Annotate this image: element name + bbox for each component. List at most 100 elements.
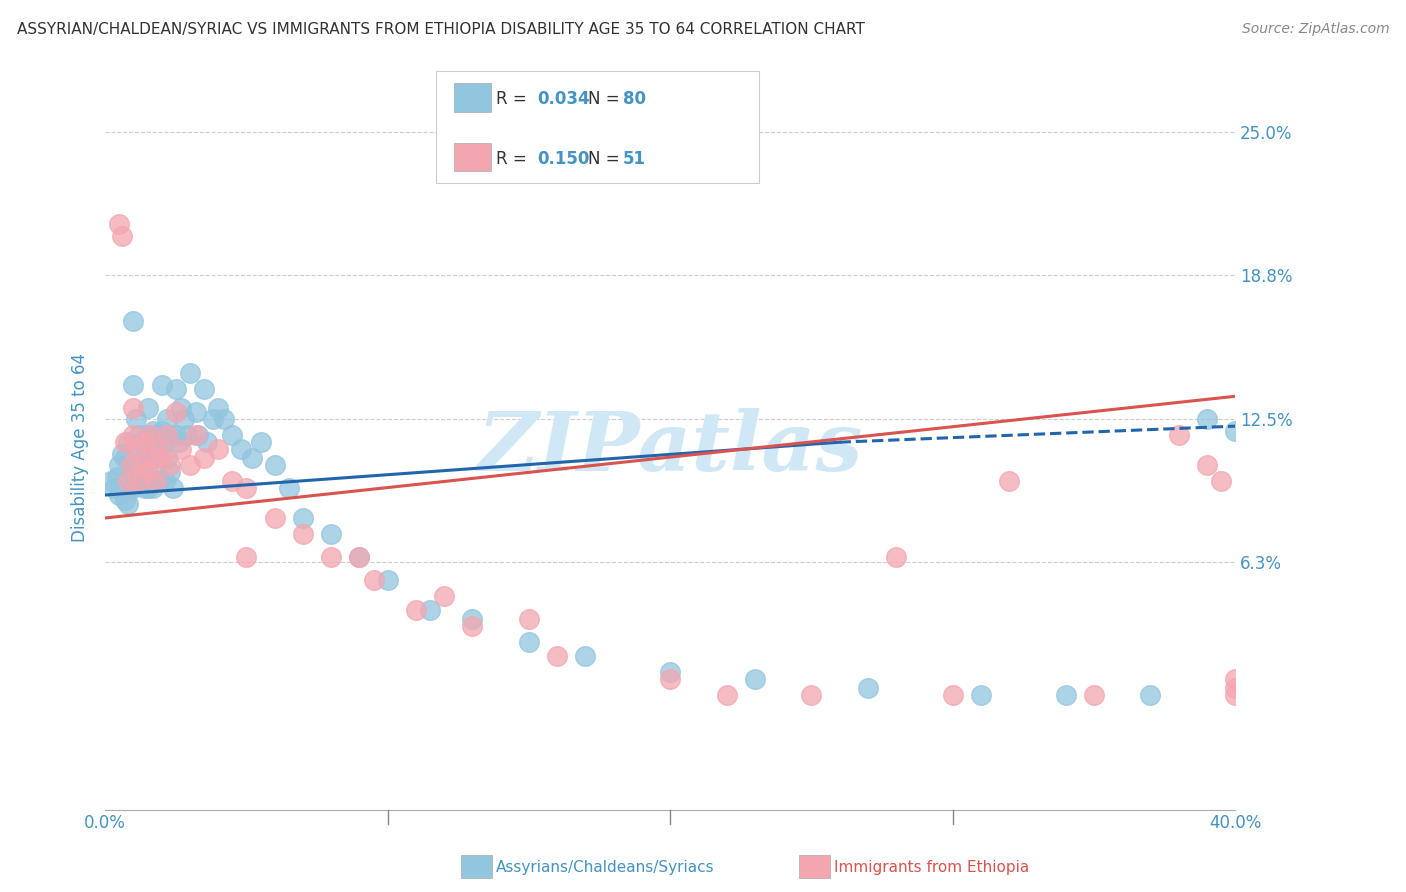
Point	[291, 527, 314, 541]
Text: R =: R =	[496, 150, 533, 168]
Point	[179, 367, 201, 381]
Point	[229, 442, 252, 456]
Point	[1195, 458, 1218, 472]
Point	[131, 435, 153, 450]
Point	[145, 475, 167, 489]
Point	[114, 492, 136, 507]
Text: ASSYRIAN/CHALDEAN/SYRIAC VS IMMIGRANTS FROM ETHIOPIA DISABILITY AGE 35 TO 64 COR: ASSYRIAN/CHALDEAN/SYRIAC VS IMMIGRANTS F…	[17, 22, 865, 37]
Point	[176, 428, 198, 442]
Point	[145, 428, 167, 442]
Point	[659, 665, 682, 679]
Point	[998, 475, 1021, 489]
Point	[419, 603, 441, 617]
Point	[167, 435, 190, 450]
Point	[235, 549, 257, 564]
Point	[170, 401, 193, 415]
Point	[277, 481, 299, 495]
Point	[1167, 428, 1189, 442]
Point	[148, 475, 170, 489]
Point	[240, 451, 263, 466]
Point	[150, 377, 173, 392]
Y-axis label: Disability Age 35 to 64: Disability Age 35 to 64	[72, 353, 89, 542]
Point	[120, 458, 142, 472]
Text: 51: 51	[623, 150, 645, 168]
Point	[122, 401, 145, 415]
Point	[111, 447, 134, 461]
Point	[405, 603, 427, 617]
Point	[517, 612, 540, 626]
Point	[193, 451, 215, 466]
Point	[156, 412, 179, 426]
Point	[461, 619, 484, 633]
Text: Assyrians/Chaldeans/Syriacs: Assyrians/Chaldeans/Syriacs	[496, 860, 714, 874]
Point	[108, 458, 131, 472]
Point	[128, 428, 150, 442]
Point	[1223, 672, 1246, 686]
Point	[145, 458, 167, 472]
Point	[517, 635, 540, 649]
Point	[574, 648, 596, 663]
Point	[942, 688, 965, 702]
Point	[195, 435, 218, 450]
Point	[159, 458, 181, 472]
Point	[139, 435, 162, 450]
Point	[201, 412, 224, 426]
Point	[136, 401, 159, 415]
Point	[114, 451, 136, 466]
Point	[131, 451, 153, 466]
Point	[433, 589, 456, 603]
Point	[142, 424, 165, 438]
Text: N =: N =	[588, 150, 624, 168]
Point	[159, 428, 181, 442]
Text: Source: ZipAtlas.com: Source: ZipAtlas.com	[1241, 22, 1389, 37]
Point	[156, 428, 179, 442]
Point	[136, 465, 159, 479]
Point	[249, 435, 271, 450]
Point	[150, 424, 173, 438]
Point	[128, 475, 150, 489]
Point	[162, 481, 184, 495]
Point	[122, 313, 145, 327]
Point	[659, 672, 682, 686]
Point	[193, 383, 215, 397]
Point	[184, 428, 207, 442]
Point	[856, 681, 879, 695]
Point	[120, 481, 142, 495]
Point	[108, 217, 131, 231]
Text: 80: 80	[623, 90, 645, 108]
Point	[173, 412, 195, 426]
Point	[1083, 688, 1105, 702]
Point	[117, 497, 139, 511]
Point	[1139, 688, 1161, 702]
Point	[136, 428, 159, 442]
Point	[1223, 688, 1246, 702]
Text: ZIPatlas: ZIPatlas	[478, 408, 863, 488]
Point	[114, 435, 136, 450]
Point	[187, 428, 209, 442]
Point	[884, 549, 907, 564]
Point	[111, 228, 134, 243]
Point	[159, 465, 181, 479]
Point	[165, 383, 187, 397]
Point	[134, 442, 156, 456]
Point	[321, 527, 343, 541]
Point	[716, 688, 738, 702]
Point	[136, 481, 159, 495]
Point	[1209, 475, 1232, 489]
Point	[212, 412, 235, 426]
Point	[349, 549, 371, 564]
Point	[120, 465, 142, 479]
Point	[1054, 688, 1077, 702]
Point	[148, 442, 170, 456]
Point	[117, 475, 139, 489]
Point	[153, 435, 176, 450]
Point	[108, 488, 131, 502]
Point	[744, 672, 766, 686]
Point	[321, 549, 343, 564]
Point	[128, 475, 150, 489]
Point	[142, 451, 165, 466]
Point	[134, 481, 156, 495]
Point	[148, 442, 170, 456]
Point	[377, 573, 399, 587]
Point	[122, 481, 145, 495]
